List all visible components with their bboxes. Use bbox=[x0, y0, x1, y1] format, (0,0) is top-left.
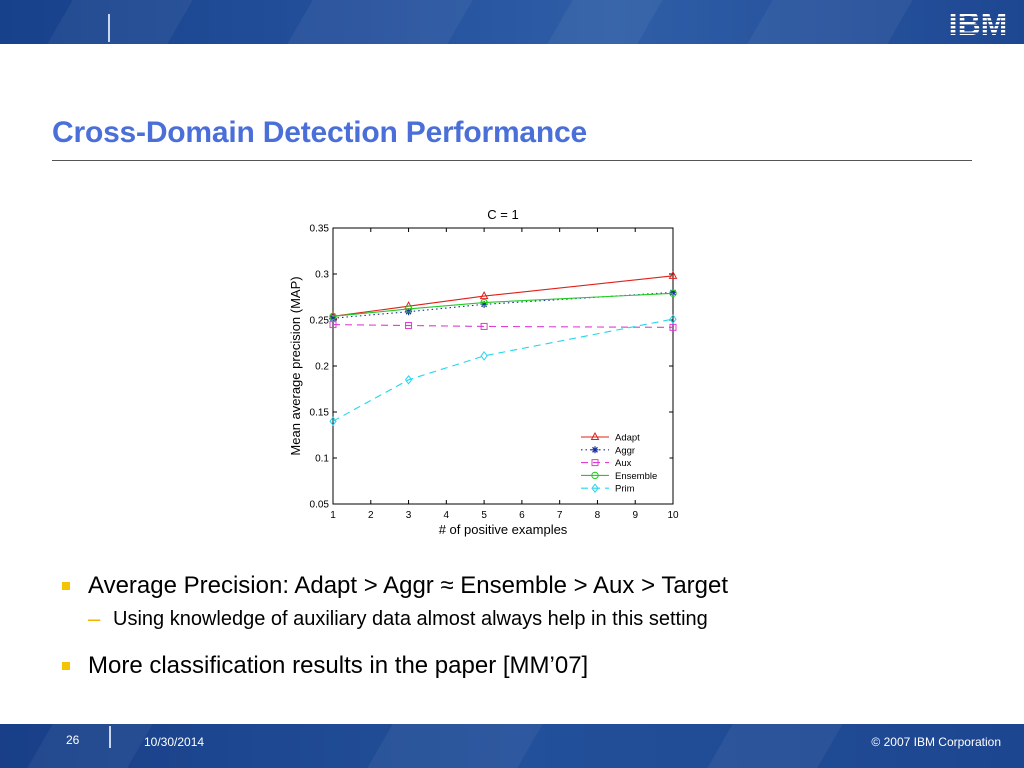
y-axis-label: Mean average precision (MAP) bbox=[288, 276, 303, 455]
x-tick-label: 10 bbox=[667, 510, 679, 521]
sub-bullet-text: Using knowledge of auxiliary data almost… bbox=[113, 608, 708, 630]
bullet-text: More classification results in the paper… bbox=[88, 652, 589, 679]
data-point-aux bbox=[329, 321, 337, 329]
ibm-logo-text: IBM bbox=[949, 6, 1008, 40]
data-point-aux bbox=[405, 322, 413, 330]
bullet-item: Average Precision: Adapt > Aggr ≈ Ensemb… bbox=[62, 572, 982, 606]
data-point-ensemble bbox=[329, 312, 337, 321]
legend-marker bbox=[591, 471, 599, 480]
x-tick-label: 3 bbox=[406, 510, 412, 521]
sub-bullet-item: – Using knowledge of auxiliary data almo… bbox=[62, 606, 982, 648]
series-line-ensemble bbox=[332, 292, 674, 317]
legend-marker bbox=[591, 483, 599, 494]
banner-divider bbox=[108, 14, 110, 42]
data-point-ensemble bbox=[404, 305, 413, 313]
bullet-text: Average Precision: Adapt > Aggr ≈ Ensemb… bbox=[88, 572, 729, 599]
y-tick-label: 0.1 bbox=[315, 454, 329, 465]
data-point-adapt bbox=[479, 291, 489, 300]
data-point-ensemble bbox=[480, 298, 488, 307]
top-banner: IBM bbox=[0, 0, 1024, 44]
map-chart: 1 2 3 4 5 6 7 8 9 10 0.05 0.1 0.15 0.2 0.25 0.3 0.35 C = … bbox=[288, 207, 679, 537]
legend-marker bbox=[591, 446, 599, 454]
legend-label: Ensemble bbox=[615, 471, 657, 482]
legend-marker bbox=[590, 431, 600, 440]
data-point-aggr bbox=[480, 300, 488, 308]
legend-label: Aux bbox=[615, 458, 632, 469]
x-tick-label: 9 bbox=[632, 510, 638, 521]
page-number: 26 bbox=[66, 733, 80, 747]
data-point-aggr bbox=[669, 288, 677, 296]
x-tick-label: 4 bbox=[444, 510, 450, 521]
x-tick-label: 5 bbox=[481, 510, 487, 521]
bullet-marker bbox=[62, 662, 70, 670]
slide-title: Cross-Domain Detection Performance bbox=[52, 116, 588, 149]
x-tick-label: 2 bbox=[368, 510, 374, 521]
y-tick-label: 0.2 bbox=[315, 362, 329, 373]
series-line-aux bbox=[332, 324, 674, 328]
footer-date: 10/30/2014 bbox=[144, 735, 205, 749]
bullet-marker bbox=[62, 582, 70, 590]
legend-label: Adapt bbox=[615, 433, 640, 444]
x-tick-label: 7 bbox=[557, 510, 563, 521]
data-point-aux bbox=[669, 323, 677, 331]
series-line-prim bbox=[332, 318, 674, 422]
y-tick-label: 0.05 bbox=[310, 500, 330, 511]
y-tick-label: 0.25 bbox=[310, 316, 330, 327]
data-point-ensemble bbox=[669, 289, 677, 298]
footer-copyright: © 2007 IBM Corporation bbox=[871, 735, 1001, 749]
y-tick-label: 0.35 bbox=[310, 224, 330, 235]
data-point-prim bbox=[329, 416, 337, 427]
legend-label: Aggr bbox=[615, 445, 635, 456]
data-point-prim bbox=[480, 351, 488, 361]
legend-label: Prim bbox=[615, 484, 635, 495]
series-line-aggr bbox=[332, 291, 674, 319]
chart-title: C = 1 bbox=[487, 207, 518, 222]
data-point-prim bbox=[404, 374, 413, 385]
x-axis-label: # of positive examples bbox=[439, 522, 568, 537]
title-rule bbox=[52, 160, 972, 161]
bullet-list: Average Precision: Adapt > Aggr ≈ Ensemb… bbox=[62, 572, 982, 686]
series-line-adapt bbox=[332, 275, 674, 317]
sub-bullet-dash: – bbox=[88, 606, 101, 631]
footer-divider bbox=[109, 726, 111, 748]
y-tick-label: 0.15 bbox=[310, 408, 330, 419]
x-tick-label: 6 bbox=[519, 510, 525, 521]
bullet-item: More classification results in the paper… bbox=[62, 652, 982, 686]
ibm-logo: IBM bbox=[949, 6, 1008, 40]
y-tick-label: 0.3 bbox=[315, 270, 329, 281]
data-point-prim bbox=[669, 314, 677, 324]
x-tick-label: 1 bbox=[330, 510, 336, 521]
data-point-aggr bbox=[329, 314, 337, 322]
data-point-adapt bbox=[668, 270, 678, 279]
legend-marker bbox=[591, 459, 599, 467]
data-point-aux bbox=[480, 322, 488, 330]
x-tick-label: 8 bbox=[595, 510, 601, 521]
footer: 26 10/30/2014 © 2007 IBM Corporation bbox=[0, 724, 1024, 768]
